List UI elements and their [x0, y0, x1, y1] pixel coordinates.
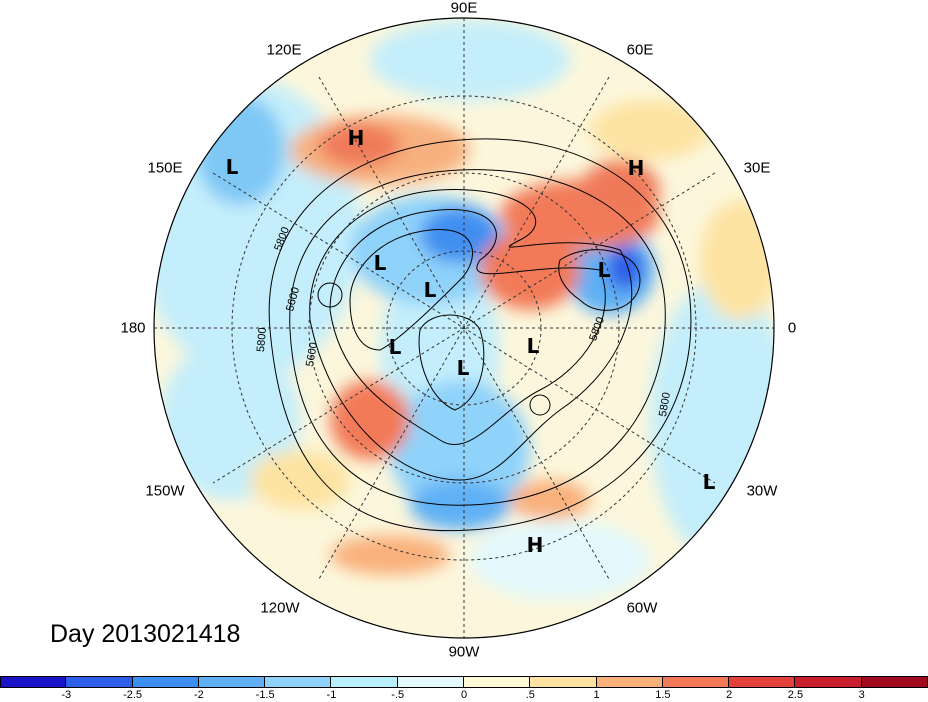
colorbar-swatch: [198, 676, 266, 688]
lon-label-30e: 30E: [743, 159, 771, 177]
contour-label: 5800: [255, 327, 269, 352]
colorbar-tick-label: .5: [525, 689, 535, 701]
low-pressure-marker: L: [389, 335, 402, 359]
lon-label-120e: 120E: [266, 41, 302, 59]
lon-label-90e: 90E: [450, 0, 478, 17]
colorbar-tick-label: 0: [460, 689, 468, 701]
low-pressure-marker: L: [598, 258, 611, 282]
anomaly-field: [154, 18, 774, 638]
colorbar-tick-label: -3: [61, 689, 72, 701]
colorbar-swatch: [662, 676, 730, 688]
lon-label-120w: 120W: [260, 599, 300, 617]
contour-label: 5800: [657, 391, 673, 417]
colorbar: -3 -2.5 -2 -1.5 -1 -.5 0 .5 1 1.5 2 2.5 3: [0, 676, 928, 702]
pressure-centers: H H H L L L L L L L L: [226, 126, 716, 557]
colorbar-tick-label: -2.5: [123, 689, 143, 701]
colorbar-tick-label: 1: [593, 689, 600, 701]
lon-label-180: 180: [120, 319, 146, 337]
lon-label-60e: 60E: [626, 41, 654, 59]
lon-label-150w: 150W: [145, 482, 185, 500]
colorbar-tick-label: 3: [858, 689, 865, 701]
low-pressure-marker: L: [703, 470, 716, 494]
colorbar-tick-label: -2: [193, 689, 204, 701]
low-pressure-marker: L: [424, 278, 437, 302]
lon-label-0: 0: [787, 319, 797, 337]
colorbar-swatch: [132, 676, 199, 688]
colorbar-swatch: [795, 676, 862, 688]
colorbar-swatch: [530, 676, 597, 688]
lon-label-60w: 60W: [626, 599, 658, 617]
colorbar-tick-label: 2.5: [787, 689, 804, 701]
colorbar-tick-label: -.5: [391, 689, 405, 701]
colorbar-swatch: [464, 676, 531, 688]
colorbar-tick-label: 2: [726, 689, 733, 701]
lon-label-150e: 150E: [147, 159, 183, 177]
colorbar-tick-label: -1: [326, 689, 337, 701]
low-pressure-marker: L: [374, 251, 387, 275]
colorbar-tick-label: 1.5: [655, 689, 671, 701]
map-boundary: [153, 17, 775, 639]
high-pressure-marker: H: [527, 533, 544, 557]
lon-label-90w: 90W: [448, 643, 480, 661]
contour-label: 5600: [304, 341, 320, 367]
colorbar-tick-label: -1.5: [255, 689, 275, 701]
colorbar-swatch: [596, 676, 663, 688]
low-pressure-marker: L: [527, 334, 540, 358]
low-pressure-marker: L: [226, 155, 239, 179]
colorbar-swatch: [397, 676, 464, 688]
high-pressure-marker: H: [348, 126, 365, 150]
graticule: [154, 18, 774, 638]
colorbar-swatch: [66, 676, 133, 688]
high-pressure-marker: H: [628, 156, 645, 180]
lon-label-30w: 30W: [746, 482, 778, 500]
colorbar-frame: [0, 676, 928, 688]
colorbar-swatch: [0, 676, 67, 688]
height-contours: [268, 138, 692, 532]
colorbar-swatch: [331, 676, 398, 688]
low-pressure-marker: L: [457, 356, 470, 380]
colorbar-swatch: [265, 676, 332, 688]
day-title: Day 2013021418: [50, 620, 241, 648]
colorbar-swatch: [729, 676, 796, 688]
